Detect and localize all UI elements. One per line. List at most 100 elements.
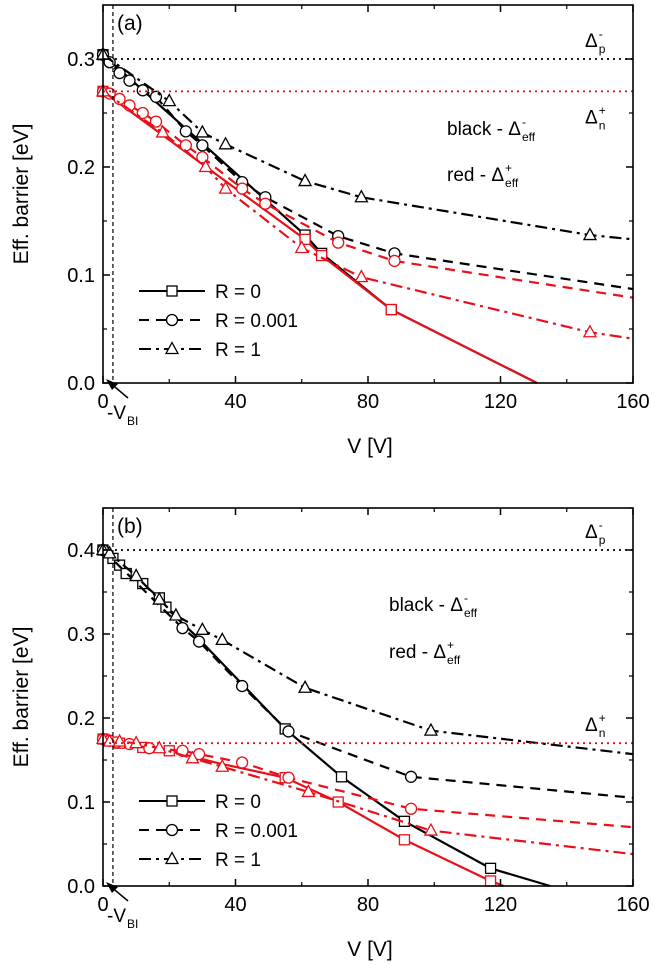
- y-tick-label: 0.3: [67, 49, 95, 71]
- panel-label: (a): [117, 12, 143, 35]
- legend-label-r0: R = 0: [215, 792, 261, 813]
- ref-label-n: Δ + n: [585, 103, 606, 132]
- x-tick-label: 40: [224, 894, 246, 916]
- ref-label-n-sup: +: [599, 711, 606, 725]
- series-line: [102, 90, 634, 299]
- data-point-marker: [398, 834, 411, 846]
- series-line: [102, 549, 634, 799]
- x-tick-label: 160: [616, 894, 649, 916]
- data-point-marker: [404, 770, 418, 783]
- data-point-marker: [218, 136, 233, 150]
- legend-label-r1: R = 1: [215, 340, 261, 361]
- data-point-marker: [136, 84, 149, 97]
- panel-label: (b): [117, 515, 143, 538]
- data-point-marker: [332, 236, 345, 249]
- data-point-marker: [582, 324, 598, 338]
- y-tick-label: 0.1: [67, 792, 95, 814]
- ref-label-p: Δ - p: [585, 518, 606, 547]
- x-tick-label: 120: [484, 894, 517, 916]
- data-point-marker: [235, 182, 249, 195]
- data-point-marker: [297, 679, 313, 693]
- y-tick-label: 0.1: [67, 265, 95, 287]
- x-tick-label: 0: [97, 894, 108, 916]
- annotation-red: red - Δ + eff: [389, 638, 461, 667]
- legend-marker: [164, 341, 180, 355]
- annotation-red-text: red - Δ: [447, 165, 504, 186]
- data-point-marker: [215, 632, 230, 646]
- data-point-marker: [123, 74, 136, 87]
- y-tick-label: 0.0: [67, 876, 95, 898]
- y-tick-label: 0.3: [67, 624, 95, 646]
- data-point-marker: [385, 303, 397, 316]
- ref-label-p-sup: -: [599, 518, 603, 532]
- ref-label-n-sub: n: [599, 726, 606, 740]
- x-tick-label: 40: [224, 391, 246, 413]
- ref-label-p-sub: p: [599, 42, 606, 56]
- vbi-arrowhead: [106, 882, 118, 893]
- data-point-marker: [299, 233, 311, 246]
- x-tick-label: 0: [97, 391, 108, 413]
- vbi-sub: BI: [127, 414, 138, 428]
- x-tick-label: 80: [357, 894, 379, 916]
- x-tick-label: 120: [484, 391, 517, 413]
- vbi-label: -V: [107, 906, 126, 927]
- data-point-marker: [484, 875, 497, 887]
- data-point-marker: [259, 197, 272, 210]
- annotation-black-text: black - Δ: [389, 595, 463, 616]
- data-point-marker: [282, 771, 295, 784]
- annotation-black-text: black - Δ: [447, 119, 521, 140]
- y-tick-label: 0.2: [67, 157, 95, 179]
- data-point-marker: [195, 621, 210, 635]
- annotation-black: black - Δ - eff: [389, 591, 478, 620]
- data-point-marker: [196, 139, 209, 152]
- legend-marker: [164, 851, 180, 865]
- legend-label-r1: R = 1: [215, 850, 261, 871]
- data-point-marker: [155, 124, 170, 138]
- data-point-marker: [388, 254, 401, 268]
- vbi-arrowhead: [106, 379, 118, 390]
- y-tick-label: 0.4: [67, 540, 95, 562]
- data-point-marker: [301, 784, 316, 798]
- data-point-marker: [315, 249, 328, 262]
- annotation-black-sub: eff: [464, 606, 478, 620]
- legend-label-r0001: R = 0.001: [215, 311, 298, 332]
- annotation-red: red - Δ + eff: [447, 161, 519, 190]
- y-axis-title: Eff. barrier [eV]: [10, 124, 33, 265]
- legend-label-r0001: R = 0.001: [215, 821, 298, 842]
- data-point-marker: [335, 771, 348, 783]
- data-point-marker: [149, 115, 163, 128]
- series-line: [102, 53, 634, 291]
- y-axis-title: Eff. barrier [eV]: [10, 627, 33, 768]
- ref-label-n-main: Δ: [585, 107, 598, 128]
- ref-label-n: Δ + n: [585, 711, 606, 740]
- data-point-marker: [282, 725, 295, 738]
- legend-marker: [166, 795, 178, 807]
- series-line: [102, 737, 634, 856]
- y-tick-label: 0.0: [67, 373, 95, 395]
- vbi-label: -V: [107, 403, 126, 424]
- series-line: [102, 549, 634, 756]
- series-line: [102, 90, 634, 340]
- ref-label-n-main: Δ: [585, 715, 598, 736]
- legend: R = 0 R = 0.001 R = 1: [139, 792, 298, 871]
- annotation-red-sup: +: [447, 638, 454, 652]
- annotation-red-sub: eff: [505, 176, 519, 190]
- annotation-red-text: red - Δ: [389, 642, 446, 663]
- data-point-marker: [354, 189, 369, 203]
- data-point-marker: [354, 269, 369, 283]
- data-point-marker: [176, 621, 189, 635]
- data-point-marker: [113, 66, 126, 80]
- data-point-marker: [423, 722, 439, 736]
- panel-a: 0 40 80 120 160 0.0 0.1 0.2 0.3 (a) V [V] Eff. b…: [10, 4, 650, 458]
- ref-label-p-sub: p: [599, 533, 606, 547]
- data-point-marker: [113, 92, 126, 106]
- data-point-marker: [168, 607, 183, 621]
- annotation-red-sup: +: [505, 161, 512, 175]
- vbi-marker: -V BI: [106, 379, 138, 428]
- data-point-marker: [218, 180, 233, 194]
- data-point-marker: [423, 822, 439, 836]
- ref-label-n-sub: n: [599, 118, 606, 132]
- data-point-marker: [195, 124, 210, 138]
- ref-label-p: Δ - p: [585, 27, 606, 56]
